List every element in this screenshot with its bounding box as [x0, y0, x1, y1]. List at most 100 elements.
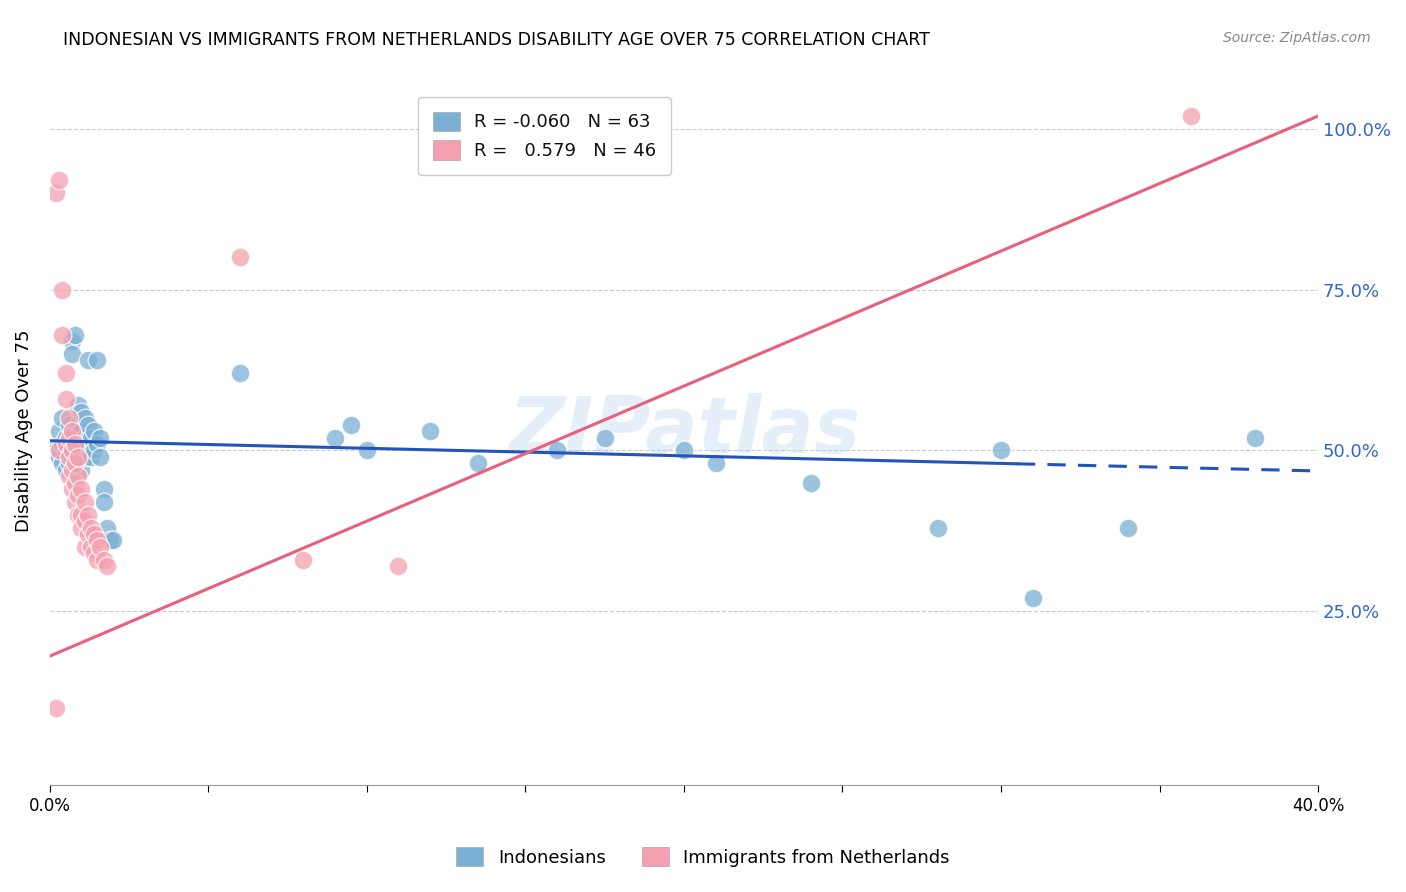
Point [55, 443, 77, 458]
Point [229, 251, 252, 265]
Point [55, 392, 77, 406]
Legend: Indonesians, Immigrants from Netherlands: Indonesians, Immigrants from Netherlands [449, 840, 957, 874]
Point [70, 482, 93, 496]
Point [86, 552, 108, 566]
Point [356, 443, 378, 458]
Point [70, 508, 93, 522]
Text: ZIPatlas: ZIPatlas [508, 393, 860, 469]
Point [60, 482, 83, 496]
Point [67, 456, 90, 470]
Point [45, 186, 67, 201]
Point [63, 437, 86, 451]
Point [70, 424, 93, 438]
Point [292, 552, 315, 566]
Point [89, 540, 111, 554]
Point [1180, 109, 1202, 123]
Point [67, 417, 90, 432]
Legend: R = -0.060   N = 63, R =   0.579   N = 46: R = -0.060 N = 63, R = 0.579 N = 46 [418, 97, 671, 175]
Point [60, 347, 83, 361]
Point [76, 417, 98, 432]
Point [340, 417, 363, 432]
Point [60, 424, 83, 438]
Point [86, 353, 108, 368]
Point [51, 283, 73, 297]
Point [45, 700, 67, 714]
Point [704, 456, 727, 470]
Point [48, 450, 70, 464]
Point [990, 443, 1012, 458]
Point [58, 417, 80, 432]
Point [101, 533, 124, 548]
Point [1116, 520, 1139, 534]
Point [51, 456, 73, 470]
Point [80, 520, 103, 534]
Point [83, 546, 105, 560]
Point [86, 437, 108, 451]
Point [76, 527, 98, 541]
Point [76, 508, 98, 522]
Text: Source: ZipAtlas.com: Source: ZipAtlas.com [1223, 31, 1371, 45]
Point [73, 514, 96, 528]
Point [80, 431, 103, 445]
Point [63, 424, 86, 438]
Point [60, 450, 83, 464]
Point [387, 559, 409, 574]
Point [83, 527, 105, 541]
Point [67, 469, 90, 483]
Point [70, 463, 93, 477]
Point [229, 366, 252, 380]
Point [93, 482, 115, 496]
Point [546, 443, 568, 458]
Point [76, 437, 98, 451]
Point [98, 533, 121, 548]
Point [89, 450, 111, 464]
Point [55, 463, 77, 477]
Point [323, 431, 346, 445]
Point [45, 443, 67, 458]
Point [58, 431, 80, 445]
Point [1022, 591, 1045, 606]
Point [73, 540, 96, 554]
Point [93, 552, 115, 566]
Point [70, 405, 93, 419]
Point [672, 443, 695, 458]
Point [83, 424, 105, 438]
Point [63, 327, 86, 342]
Point [55, 366, 77, 380]
Point [70, 443, 93, 458]
Point [51, 437, 73, 451]
Point [55, 431, 77, 445]
Point [96, 559, 118, 574]
Point [60, 334, 83, 348]
Point [76, 353, 98, 368]
Point [70, 520, 93, 534]
Point [93, 495, 115, 509]
Point [86, 533, 108, 548]
Point [63, 463, 86, 477]
Point [60, 431, 83, 445]
Point [67, 508, 90, 522]
Point [80, 450, 103, 464]
Point [63, 456, 86, 470]
Point [927, 520, 949, 534]
Point [67, 437, 90, 451]
Point [58, 456, 80, 470]
Point [51, 327, 73, 342]
Point [1243, 431, 1265, 445]
Point [48, 173, 70, 187]
Point [67, 398, 90, 412]
Point [89, 431, 111, 445]
Point [96, 520, 118, 534]
Point [67, 488, 90, 502]
Point [58, 411, 80, 425]
Point [60, 463, 83, 477]
Point [83, 443, 105, 458]
Point [80, 540, 103, 554]
Point [58, 450, 80, 464]
Point [63, 495, 86, 509]
Point [48, 443, 70, 458]
Point [73, 450, 96, 464]
Point [67, 450, 90, 464]
Point [419, 424, 441, 438]
Point [63, 443, 86, 458]
